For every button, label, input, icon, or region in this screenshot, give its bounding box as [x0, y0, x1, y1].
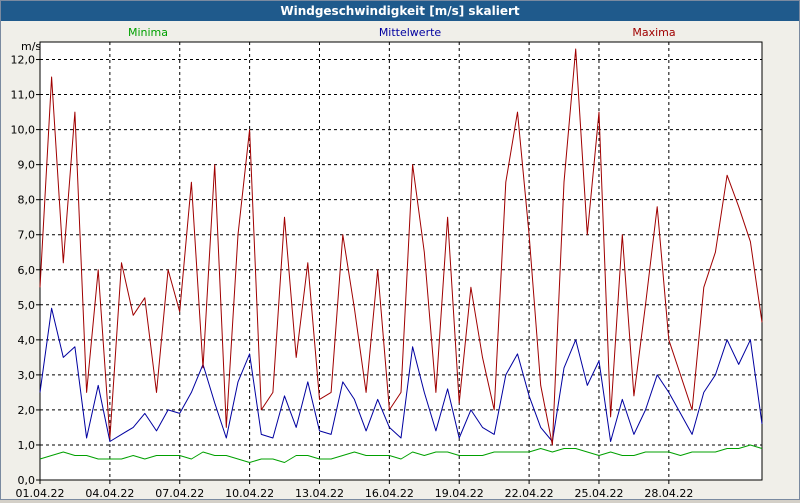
x-axis: 01.04.22 04.04.22 07.04.22 10.04.22 13.04.22… — [16, 480, 693, 500]
y-tick-label: 0,0 — [18, 474, 36, 487]
legend-mittelwerte: Mittelwerte — [379, 26, 442, 39]
x-tick-label: 19.04.22 — [435, 487, 484, 499]
y-tick-label: 7,0 — [18, 229, 36, 242]
y-tick-label: 2,0 — [18, 404, 36, 417]
series-line-maxima — [39, 48, 763, 446]
series-line-minima — [39, 444, 763, 463]
legend-maxima: Maxima — [632, 26, 675, 39]
y-tick-label: 10,0 — [11, 124, 36, 137]
x-tick-label: 13.04.22 — [295, 487, 344, 499]
x-tick-label: 10.04.22 — [225, 487, 274, 499]
y-tick-label: 8,0 — [18, 194, 36, 207]
y-tick-label: 9,0 — [18, 159, 36, 172]
y-axis-label: m/s — [21, 40, 41, 53]
x-tick-label: 25.04.22 — [574, 487, 623, 499]
y-tick-label: 11,0 — [11, 89, 36, 102]
x-tick-label: 16.04.22 — [365, 487, 414, 499]
x-tick-label: 04.04.22 — [85, 487, 134, 499]
wind-speed-chart: 0,0 1,0 2,0 3,0 4,0 5,0 6,0 7,0 8,0 9,0 10,0 11,0 12… — [11, 26, 763, 500]
window-title: Windgeschwindigkeit [m/s] skaliert — [1, 1, 799, 21]
series-lines — [39, 48, 763, 463]
y-tick-label: 5,0 — [18, 299, 36, 312]
y-tick-label: 12,0 — [11, 54, 36, 67]
x-tick-label: 01.04.22 — [16, 487, 65, 499]
y-tick-label: 4,0 — [18, 334, 36, 347]
x-tick-label: 22.04.22 — [505, 487, 554, 499]
series-line-mittelwerte — [39, 307, 763, 442]
plot-background — [39, 41, 763, 481]
grid-lines — [40, 42, 762, 481]
chart-area: 0,0 1,0 2,0 3,0 4,0 5,0 6,0 7,0 8,0 9,0 10,0 11,0 12… — [1, 22, 799, 500]
legend-minima: Minima — [128, 26, 168, 39]
y-axis: 0,0 1,0 2,0 3,0 4,0 5,0 6,0 7,0 8,0 9,0 10,0 11,0 12… — [11, 54, 40, 487]
x-tick-label: 07.04.22 — [155, 487, 204, 499]
y-tick-label: 6,0 — [18, 264, 36, 277]
y-tick-label: 3,0 — [18, 369, 36, 382]
y-tick-label: 1,0 — [18, 439, 36, 452]
x-tick-label: 28.04.22 — [644, 487, 693, 499]
